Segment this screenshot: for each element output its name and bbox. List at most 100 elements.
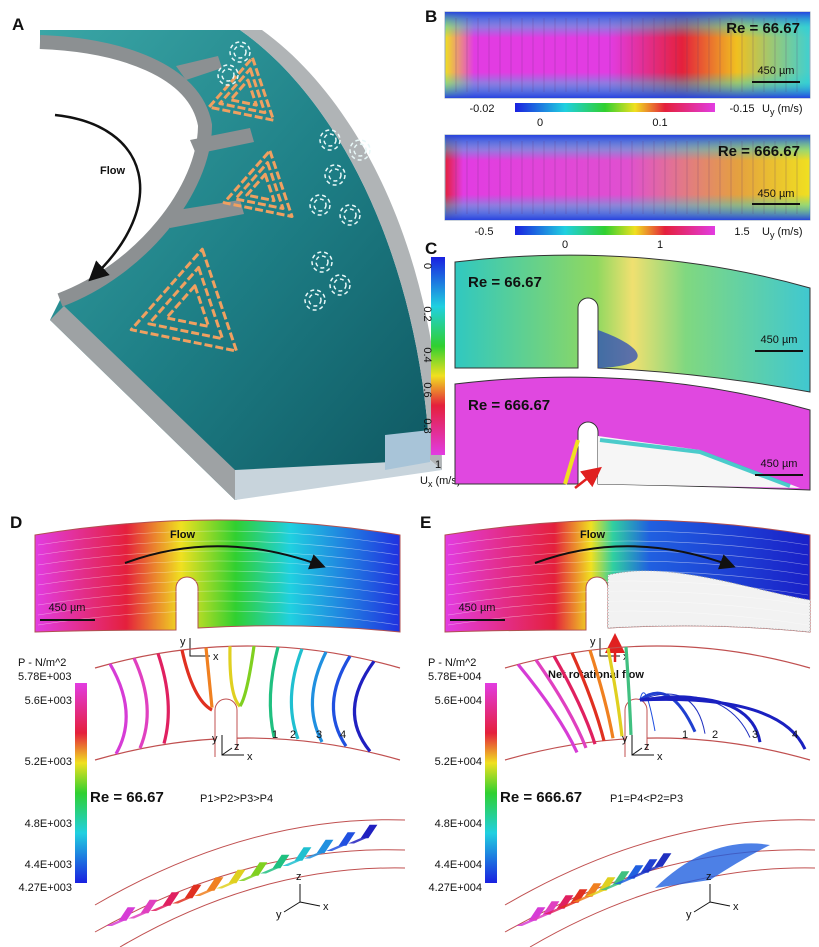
panel-label: D <box>10 513 22 532</box>
line-label: 1 <box>272 729 278 741</box>
axis-label: x <box>323 901 329 913</box>
line-label: 2 <box>712 729 718 741</box>
isobar <box>158 654 168 744</box>
panel-a: A Flow <box>12 15 442 500</box>
colorbar-min: 4.27E+004 <box>428 882 482 894</box>
colorbar-title: P - N/m^2 <box>428 657 476 669</box>
axes <box>694 884 730 912</box>
subscript: x <box>428 479 433 489</box>
flow-label: Flow <box>580 529 605 541</box>
colorbar-tick: 1 <box>657 239 663 251</box>
panel-b: B Re = 66.67 450 µm -0.02 -0.15 Uy(m/s) … <box>425 7 810 251</box>
line-label: 2 <box>290 729 296 741</box>
axis-label: y <box>180 636 186 648</box>
panel-label: B <box>425 7 437 26</box>
isobar <box>354 661 374 751</box>
colorbar-max: 5.78E+004 <box>428 671 482 683</box>
scale-label: 450 µm <box>459 602 496 614</box>
line-label: 1 <box>682 729 688 741</box>
reynolds: Re = 66.67 <box>468 274 542 291</box>
colorbar-min: -0.5 <box>475 226 494 238</box>
isobar <box>270 647 278 737</box>
reynolds: Re = 66.67 <box>726 20 800 37</box>
colorbar-tick: 0.8 <box>421 418 433 433</box>
unit: (m/s) <box>777 226 802 238</box>
scale-label: 450 µm <box>758 188 795 200</box>
3d-channel <box>95 820 405 947</box>
colorbar-title: Uy(m/s) <box>762 226 803 240</box>
axis-label: z <box>296 871 302 883</box>
colorbar-max: 5.78E+003 <box>18 671 72 683</box>
scale-label: 450 µm <box>761 334 798 346</box>
panel-label: C <box>425 239 437 258</box>
panel-label: E <box>420 513 431 532</box>
flow-label: Flow <box>170 529 195 541</box>
colorbar-tick: 0 <box>562 239 568 251</box>
colorbar-tick: 0.2 <box>421 306 433 321</box>
colorbar-tick: 4.4E+004 <box>435 859 482 871</box>
scale-label: 450 µm <box>761 458 798 470</box>
line-label: 3 <box>752 729 758 741</box>
colorbar <box>515 103 715 112</box>
isobar-sheet <box>656 854 670 866</box>
colorbar-tick: 5.6E+004 <box>435 695 482 707</box>
axis-label: x <box>247 751 253 763</box>
colorbar <box>515 226 715 235</box>
scale-label: 450 µm <box>758 65 795 77</box>
panel-c: C 0 0.2 0.4 0.6 0.8 1 Ux(m/s) Re = 66.67… <box>420 239 810 490</box>
relation: P1>P2>P3>P4 <box>200 793 273 805</box>
symbol: U <box>762 226 770 238</box>
relation: P1=P4<P2=P3 <box>610 793 683 805</box>
isobar <box>640 698 760 743</box>
colorbar-title: Uy(m/s) <box>762 103 803 117</box>
colorbar-tick: 0.6 <box>421 382 433 397</box>
colorbar <box>75 683 87 883</box>
symbol: U <box>420 475 428 487</box>
isobar <box>206 648 212 708</box>
colorbar-tick: 0 <box>537 117 543 129</box>
axes <box>284 884 320 912</box>
colorbar-tick: 5.2E+003 <box>25 756 72 768</box>
colorbar-tick: 5.6E+003 <box>25 695 72 707</box>
subscript: y <box>770 230 775 240</box>
flow-label: Flow <box>100 165 125 177</box>
axis-label: z <box>234 741 240 753</box>
isobar <box>134 658 147 748</box>
reynolds: Re = 66.67 <box>90 789 164 806</box>
colorbar-tick: 1 <box>435 459 441 471</box>
reynolds: Re = 666.67 <box>500 789 582 806</box>
colorbar-title: Ux(m/s) <box>420 475 461 489</box>
reynolds: Re = 666.67 <box>468 397 550 414</box>
axis-label: y <box>686 909 692 921</box>
isobar <box>240 646 254 706</box>
axis-label: x <box>657 751 663 763</box>
colorbar-max: -0.15 <box>729 103 754 115</box>
line-label: 4 <box>792 729 798 741</box>
colorbar-tick: 4.8E+003 <box>25 818 72 830</box>
colorbar <box>485 683 497 883</box>
line-label: 4 <box>340 729 346 741</box>
figure: A Flow B Re = 66.67 450 µm -0.02 -0.15 U… <box>0 0 819 947</box>
line-label: 3 <box>316 729 322 741</box>
colorbar-title: P - N/m^2 <box>18 657 66 669</box>
axis-label: z <box>644 741 650 753</box>
channel-outline <box>505 646 810 760</box>
colorbar-max: 1.5 <box>734 226 749 238</box>
colorbar-min: 4.27E+003 <box>18 882 72 894</box>
isobar <box>110 664 126 754</box>
panel-label: A <box>12 15 24 34</box>
colorbar-min: -0.02 <box>469 103 494 115</box>
isobar-sheet <box>362 826 376 838</box>
unit: (m/s) <box>777 103 802 115</box>
colorbar-tick: 5.2E+004 <box>435 756 482 768</box>
colorbar-tick: 0 <box>421 263 433 269</box>
symbol: U <box>762 103 770 115</box>
subscript: y <box>770 107 775 117</box>
colorbar-tick: 4.4E+003 <box>25 859 72 871</box>
axis-label: x <box>213 651 219 663</box>
isobar <box>291 649 302 739</box>
isobar-fan <box>655 843 770 888</box>
isobar <box>230 646 240 706</box>
